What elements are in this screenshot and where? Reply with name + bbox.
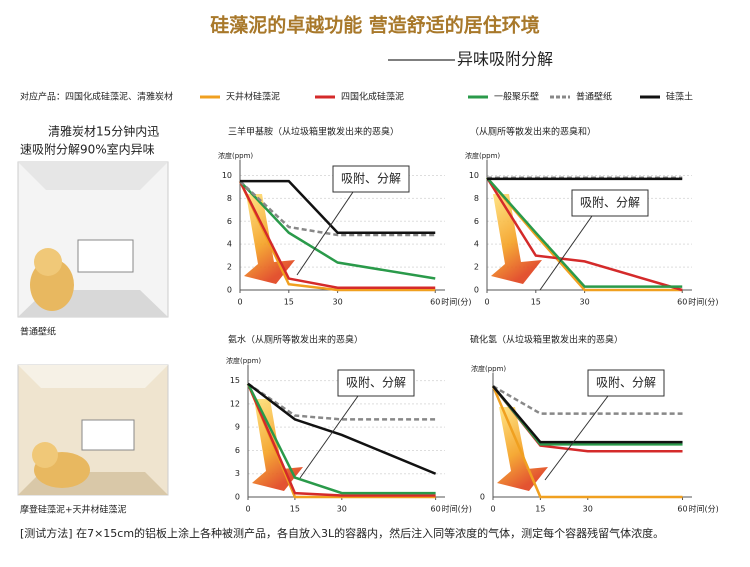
room-label: 普通壁纸 [20,326,56,338]
chart-title: 三羊甲基胺（从垃圾箱里散发出来的恶臭） [228,126,399,138]
x-tick-label: 60 [430,298,440,307]
x-tick-label: 30 [580,298,590,307]
y-tick-label: 15 [230,376,240,385]
products: 对应产品：四国化成硅藻泥、清雅炭材 [20,91,173,103]
series-line [246,383,436,495]
annotation: 吸附、分解 [346,376,406,390]
y-axis-label: 浓度(ppm) [471,364,506,373]
x-axis-label: 时间(分) [688,297,718,307]
annotation-box [332,165,410,193]
x-tick-label: 15 [535,505,545,514]
series-line [246,383,436,497]
x-tick-label: 0 [237,298,242,307]
y-tick-label: 10 [222,171,232,180]
series-line [486,176,683,288]
y-axis-label: 浓度(ppm) [218,151,253,160]
series-line [238,180,436,292]
annotation: 吸附、分解 [580,196,640,210]
annotation-box [571,189,649,217]
x-tick-label: 30 [333,298,343,307]
series-line [247,382,436,421]
annotation-pointer [296,191,354,276]
annotation-box [337,369,415,397]
x-tick-label: 60 [677,298,687,307]
y-tick-label: 2 [227,263,232,272]
x-axis-label: 时间(分) [442,504,472,514]
annotation-pointer [544,395,609,481]
series-line [240,179,436,234]
x-axis-label: 时间(分) [441,297,471,307]
x-tick-label: 15 [531,298,541,307]
x-tick-label: 15 [284,298,294,307]
legend-label: 四国化成硅藻泥 [341,91,404,103]
y-tick-label: 6 [227,217,232,226]
series-line [492,385,683,415]
footer: [测试方法] 在7×15cm的铝板上涂上各种被测产品，各自放入3L的容器内，然后… [20,526,664,540]
legend-label: 硅藻土 [666,91,693,103]
y-tick-label: 0 [480,493,485,502]
annotation: 吸附、分解 [596,376,656,390]
chart-title: 硫化氢（从垃圾箱里散发出来的恶臭） [470,334,623,346]
x-tick-label: 0 [490,505,495,514]
legend-label: 一般聚乐壁 [494,91,539,103]
series-line [239,180,436,280]
y-tick-label: 2 [474,263,479,272]
x-tick-label: 30 [337,505,347,514]
chart-title: 氨水（从厕所等散发出来的恶臭） [228,334,363,346]
y-tick-label: 8 [227,194,232,203]
y-tick-label: 0 [227,286,232,295]
x-tick-label: 0 [245,505,250,514]
series-line [492,385,683,444]
x-tick-label: 60 [431,505,441,514]
series-line [247,382,437,475]
annotation: 吸附、分解 [341,172,401,186]
y-tick-label: 4 [227,240,232,249]
subtitle: 异味吸附分解 [457,50,553,69]
annotation-pointer [299,395,359,479]
arrow-decoration [491,194,542,284]
legend-label: 普通壁纸 [576,91,612,103]
y-tick-label: 9 [235,423,240,432]
room-illustration [17,161,169,318]
x-axis-label: 时间(分) [689,504,719,514]
x-tick-label: 60 [677,505,687,514]
annotation-pointer [539,215,593,291]
y-tick-label: 6 [474,217,479,226]
y-tick-label: 4 [474,240,479,249]
room-illustration [17,364,169,496]
y-tick-label: 10 [469,171,479,180]
series-line [238,180,436,289]
y-tick-label: 6 [235,446,240,455]
y-tick-label: 0 [474,286,479,295]
y-tick-label: 3 [235,469,240,478]
y-tick-label: 8 [474,194,479,203]
y-axis-label: 浓度(ppm) [465,151,500,160]
y-tick-label: 0 [235,493,240,502]
room-label: 摩登硅藻泥+天井材硅藻泥 [20,504,127,516]
claim-line: 清雅炭材15分钟内迅 [48,124,159,139]
series-line [239,180,436,237]
annotation-box [587,369,665,397]
x-tick-label: 30 [583,505,593,514]
legend-label: 天井材硅藻泥 [226,91,280,103]
title: 硅藻泥的卓越功能 营造舒适的居住环境 [210,14,540,37]
claim-line: 速吸附分解90%室内异味 [20,142,155,157]
y-axis-label: 浓度(ppm) [226,356,261,365]
y-tick-label: 12 [230,399,240,408]
x-tick-label: 0 [484,298,489,307]
x-tick-label: 15 [290,505,300,514]
series-line [491,385,683,499]
chart-title: （从厕所等散发出来的恶臭和） [470,126,596,138]
